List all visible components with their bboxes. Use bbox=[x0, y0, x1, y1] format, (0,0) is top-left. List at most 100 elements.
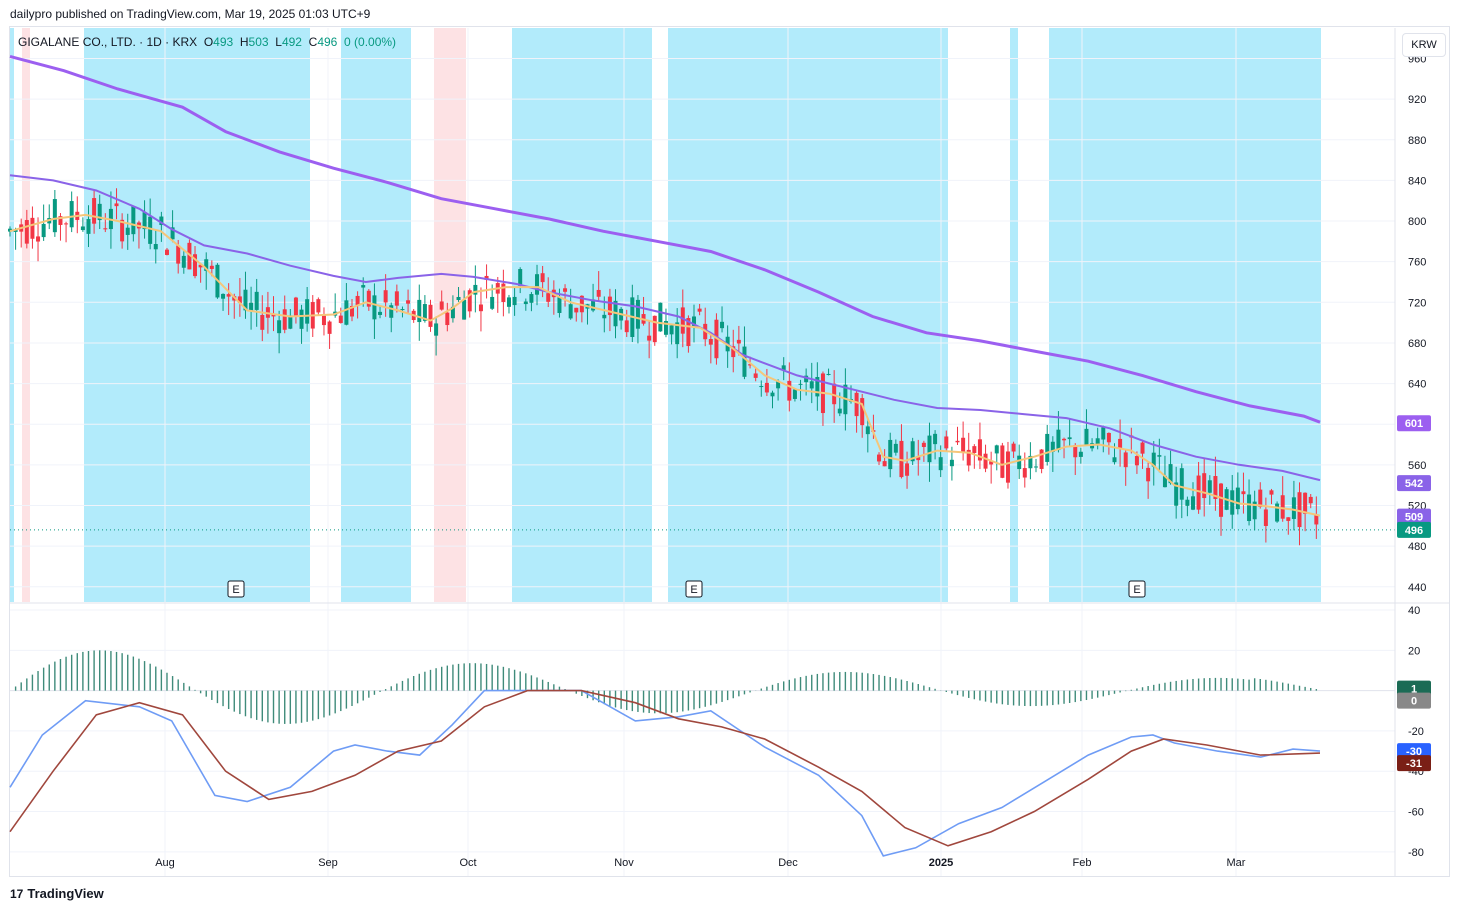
close-label: C bbox=[308, 35, 318, 49]
candle-body bbox=[944, 436, 949, 449]
time-tick-label: 2025 bbox=[929, 857, 953, 869]
close-value: 496 bbox=[317, 35, 338, 49]
price-tick-label: 800 bbox=[1408, 216, 1426, 228]
price-tick-label: 760 bbox=[1408, 257, 1426, 269]
candle-body bbox=[854, 392, 859, 417]
candle-body bbox=[983, 453, 988, 469]
candle-body bbox=[243, 289, 248, 311]
candle-body bbox=[338, 315, 343, 323]
earnings-marker-label: E bbox=[232, 584, 239, 596]
candle-body bbox=[97, 203, 102, 221]
candle-body bbox=[787, 380, 792, 401]
grid-lines bbox=[10, 28, 1395, 876]
candle-body bbox=[647, 335, 652, 341]
tradingview-logo[interactable]: 17 TradingView bbox=[10, 886, 104, 901]
candle-body bbox=[181, 255, 186, 268]
last-price-badge-box bbox=[1397, 521, 1431, 538]
candle-body bbox=[989, 461, 994, 465]
blue-zone-6 bbox=[1049, 28, 1321, 602]
blue-zone-5 bbox=[1010, 28, 1018, 602]
candle-body bbox=[905, 463, 910, 476]
candle-body bbox=[327, 321, 332, 334]
candle-body bbox=[798, 383, 803, 385]
candle-body bbox=[837, 408, 842, 414]
candle-body bbox=[669, 325, 674, 335]
candle-body bbox=[86, 219, 91, 234]
candle-body bbox=[478, 304, 483, 312]
tradingview-mark-icon: 17 bbox=[10, 886, 24, 901]
publisher-line: dailypro published on TradingView.com, M… bbox=[10, 7, 371, 21]
candle-body bbox=[394, 291, 399, 306]
candle-body bbox=[994, 445, 999, 454]
candle-body bbox=[1112, 457, 1117, 463]
candle-body bbox=[1219, 483, 1224, 517]
candle-body bbox=[1073, 445, 1078, 458]
candle-body bbox=[860, 398, 865, 426]
ma-line-ema-mid bbox=[9, 174, 1321, 482]
candle-body bbox=[1269, 490, 1274, 495]
candle-body bbox=[260, 314, 265, 330]
candle-body bbox=[568, 304, 573, 319]
change-value: 0 (0.00%) bbox=[344, 35, 397, 49]
brand-name: TradingView bbox=[27, 886, 104, 901]
candle-body bbox=[692, 316, 697, 327]
candle-body bbox=[882, 461, 887, 467]
price-tick-label: 640 bbox=[1408, 379, 1426, 391]
candle-body bbox=[1084, 428, 1089, 445]
candle-body bbox=[893, 443, 898, 453]
candle-body bbox=[764, 382, 769, 393]
candle-body bbox=[372, 295, 377, 320]
candle-body bbox=[237, 296, 242, 304]
ema-mid-badge-box bbox=[1397, 475, 1431, 492]
candle-body bbox=[406, 300, 411, 304]
high-value: 503 bbox=[248, 35, 269, 49]
candle-body bbox=[1062, 438, 1067, 441]
pink-zone-0 bbox=[22, 28, 30, 602]
candle-body bbox=[1118, 438, 1123, 449]
candle-body bbox=[1252, 501, 1257, 520]
candle-body bbox=[1000, 445, 1005, 478]
earnings-marker-box bbox=[227, 580, 245, 598]
candle-body bbox=[877, 454, 882, 462]
candle-body bbox=[52, 199, 57, 233]
candle-body bbox=[1275, 503, 1280, 522]
candle-body bbox=[899, 440, 904, 478]
price-tick-label: 480 bbox=[1408, 541, 1426, 553]
candle-body bbox=[467, 290, 472, 312]
candle-body bbox=[428, 304, 433, 327]
candle-body bbox=[1286, 517, 1291, 521]
time-tick-label: Dec bbox=[778, 857, 798, 869]
candle-body bbox=[697, 308, 702, 312]
candle-body bbox=[1297, 492, 1302, 528]
candle-body bbox=[624, 320, 629, 333]
candle-body bbox=[1039, 449, 1044, 469]
candle-body bbox=[1185, 499, 1190, 506]
candle-body bbox=[221, 293, 226, 299]
candle-body bbox=[1291, 497, 1296, 519]
candle-body bbox=[383, 290, 388, 303]
candle-body bbox=[159, 216, 164, 226]
macd-badge-box bbox=[1397, 743, 1431, 760]
candle-body bbox=[557, 297, 562, 313]
candle-body bbox=[933, 433, 938, 445]
candle-body bbox=[809, 381, 814, 389]
candle-body bbox=[400, 309, 405, 311]
last-price-badge-label: 496 bbox=[1405, 525, 1423, 537]
candle-body bbox=[69, 201, 74, 228]
candle-body bbox=[462, 299, 467, 320]
candle-body bbox=[1202, 473, 1207, 499]
currency-selector[interactable]: KRW bbox=[1402, 33, 1446, 57]
macd-badge-label: -30 bbox=[1406, 746, 1422, 758]
histogram-badge-label: 1 bbox=[1411, 684, 1417, 696]
candle-body bbox=[1005, 451, 1010, 483]
candle-body bbox=[456, 296, 461, 301]
candle-body bbox=[58, 216, 63, 225]
candle-body bbox=[176, 245, 181, 264]
candle-body bbox=[804, 375, 809, 383]
candle-body bbox=[680, 307, 685, 334]
axes: 9609208808408007607206806406005605204804… bbox=[10, 28, 1450, 876]
candle-body bbox=[977, 439, 982, 461]
candle-body bbox=[125, 227, 130, 235]
candle-body bbox=[204, 259, 209, 271]
